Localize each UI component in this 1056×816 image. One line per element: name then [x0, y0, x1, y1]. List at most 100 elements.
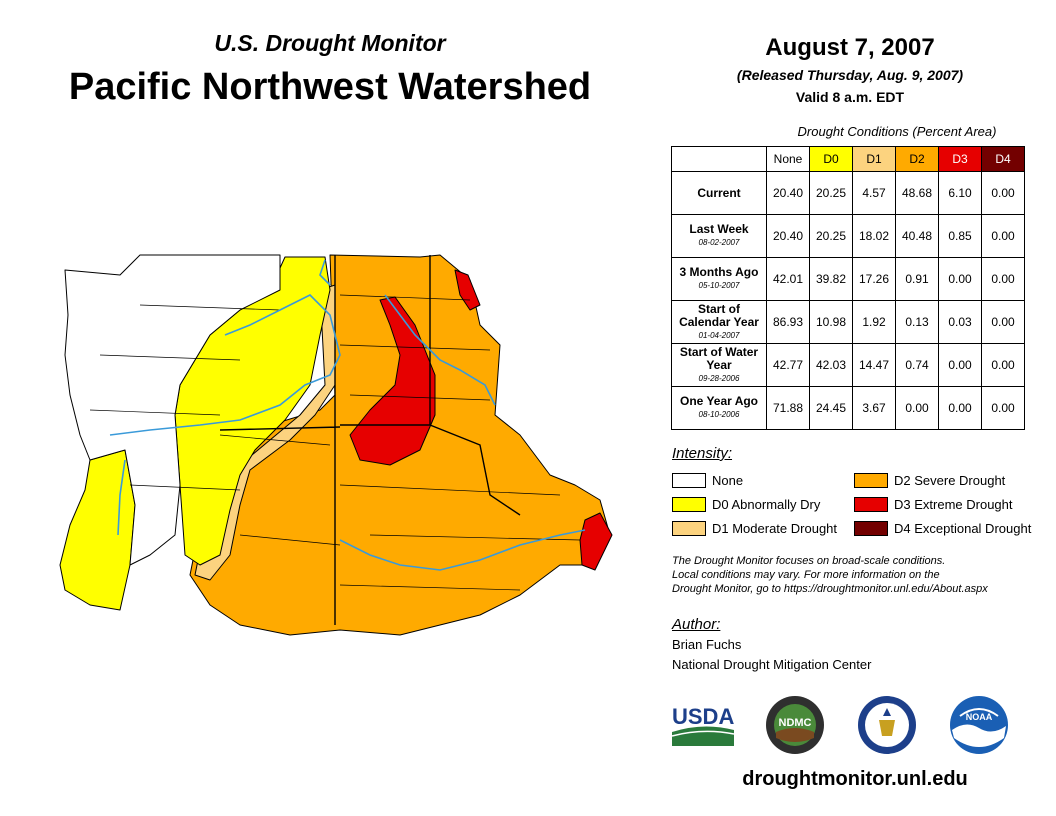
row-label-text: One Year Ago [679, 394, 759, 408]
table-cell: 0.00 [981, 171, 1025, 215]
legend-swatch [672, 472, 706, 488]
legend-label: D3 Extreme Drought [894, 496, 1013, 512]
noaa-logo: NOAA [946, 694, 1012, 756]
legend-heading: Intensity: [672, 445, 733, 462]
snake-river [339, 529, 586, 571]
note-line: Drought Monitor, go to https://droughtmo… [672, 583, 988, 595]
legend-item: D3 Extreme Drought [854, 495, 1013, 513]
table-corner [671, 146, 767, 172]
table-cell: 0.00 [981, 386, 1025, 430]
row-label: Current [671, 171, 767, 215]
kootenai-river [319, 259, 331, 286]
legend-swatch [854, 496, 888, 512]
table-cell: 86.93 [766, 300, 810, 344]
table-cell: 48.68 [895, 171, 939, 215]
row-date: 01-04-2007 [698, 330, 740, 340]
row-date: 08-10-2006 [698, 410, 740, 419]
table-cell: 20.25 [809, 214, 853, 258]
legend-item: D0 Abnormally Dry [672, 495, 820, 513]
table-row: Current 20.40 20.25 4.57 48.68 6.10 0.00 [671, 171, 1025, 215]
table-cell: 42.77 [766, 343, 810, 387]
table-row: 3 Months Ago 05-10-2007 42.01 39.82 17.26 0.9… [671, 257, 1025, 301]
row-label-text: 3 Months Ago [679, 265, 759, 279]
legend-label: D4 Exceptional Drought [894, 520, 1032, 536]
table-cell: 18.02 [852, 214, 896, 258]
table-row: One Year Ago 08-10-2006 71.88 24.45 3.67 0.00… [671, 386, 1025, 430]
county-boundaries [89, 294, 581, 591]
legend-label: D1 Moderate Drought [712, 520, 838, 536]
column-header: D3 [938, 146, 982, 172]
willamette-river [117, 459, 126, 536]
table-cell: 0.00 [981, 343, 1025, 387]
table-cell: 20.40 [766, 171, 810, 215]
table-row: Start of Calendar Year 01-04-2007 86.93 10.… [671, 300, 1025, 344]
table-cell: 0.00 [895, 386, 939, 430]
note-line: The Drought Monitor focuses on broad-sca… [672, 555, 946, 567]
column-header: D1 [852, 146, 896, 172]
row-label: Last Week 08-02-2007 [671, 214, 767, 258]
table-cell: 1.92 [852, 300, 896, 344]
release-date: (Released Thursday, Aug. 9, 2007) [736, 67, 964, 83]
table-cell: 39.82 [809, 257, 853, 301]
row-date: 09-28-2006 [698, 373, 740, 383]
table-header-row: None D0 D1 D2 D3 D4 [671, 146, 1025, 172]
table-cell: 20.25 [809, 171, 853, 215]
usda-logo-text: USDA [672, 704, 734, 729]
table-cell: 40.48 [895, 214, 939, 258]
column-header: D2 [895, 146, 939, 172]
table-cell: 10.98 [809, 300, 853, 344]
table-cell: 20.40 [766, 214, 810, 258]
legend-swatch [854, 520, 888, 536]
table-cell: 3.67 [852, 386, 896, 430]
none-region [64, 254, 281, 566]
row-label: Start of Calendar Year 01-04-2007 [671, 300, 767, 344]
clark-fork-river [384, 294, 496, 406]
state-boundaries [219, 255, 521, 625]
legend-label: None [712, 472, 744, 488]
table-cell: 0.00 [938, 386, 982, 430]
row-label-text: Current [697, 185, 741, 200]
drought-stats-table: None D0 D1 D2 D3 D4 Current 20.40 20.25 4.57 48.68… [671, 146, 1025, 430]
noaa-logo-text: NOAA [966, 712, 993, 722]
ndmc-logo-text: NDMC [779, 717, 812, 729]
legend-swatch [672, 496, 706, 512]
table-row: Start of Water Year 09-28-2006 42.77 42.03 1… [671, 343, 1025, 387]
author-org: National Drought Mitigation Center [672, 657, 872, 672]
row-label: One Year Ago 08-10-2006 [671, 386, 767, 430]
legend-item: D4 Exceptional Drought [854, 519, 1031, 537]
usda-logo: USDA [670, 694, 736, 756]
map-subtitle: U.S. Drought Monitor [214, 30, 446, 56]
valid-time: Valid 8 a.m. EDT [795, 89, 905, 105]
table-cell: 0.13 [895, 300, 939, 344]
table-cell: 0.91 [895, 257, 939, 301]
d3-region-ne [454, 269, 481, 311]
table-cell: 0.00 [938, 343, 982, 387]
row-label-text: Start of Water Year [679, 344, 759, 372]
table-row: Last Week 08-02-2007 20.40 20.25 18.02 40.48 0… [671, 214, 1025, 258]
table-cell: 24.45 [809, 386, 853, 430]
table-cell: 0.00 [938, 257, 982, 301]
table-caption: Drought Conditions (Percent Area) [797, 124, 997, 139]
table-cell: 4.57 [852, 171, 896, 215]
legend-swatch [854, 472, 888, 488]
drought-map [59, 254, 613, 636]
table-cell: 6.10 [938, 171, 982, 215]
table-cell: 42.03 [809, 343, 853, 387]
row-date: 05-10-2007 [698, 281, 740, 290]
table-cell: 14.47 [852, 343, 896, 387]
table-cell: 0.03 [938, 300, 982, 344]
row-date: 08-02-2007 [698, 238, 740, 247]
author-heading: Author: [672, 616, 721, 633]
legend-item: D1 Moderate Drought [672, 519, 837, 537]
footer-url[interactable]: droughtmonitor.unl.edu [742, 768, 968, 790]
d3-region-e [579, 512, 613, 571]
note-line: Local conditions may vary. For more info… [672, 569, 940, 581]
author-name: Brian Fuchs [672, 637, 742, 652]
table-cell: 0.00 [981, 300, 1025, 344]
legend-label: D0 Abnormally Dry [712, 496, 821, 512]
column-header: D4 [981, 146, 1025, 172]
row-label-text: Start of Calendar Year [679, 301, 759, 329]
legend-item: None [672, 471, 743, 489]
table-cell: 0.00 [981, 214, 1025, 258]
table-cell: 0.85 [938, 214, 982, 258]
